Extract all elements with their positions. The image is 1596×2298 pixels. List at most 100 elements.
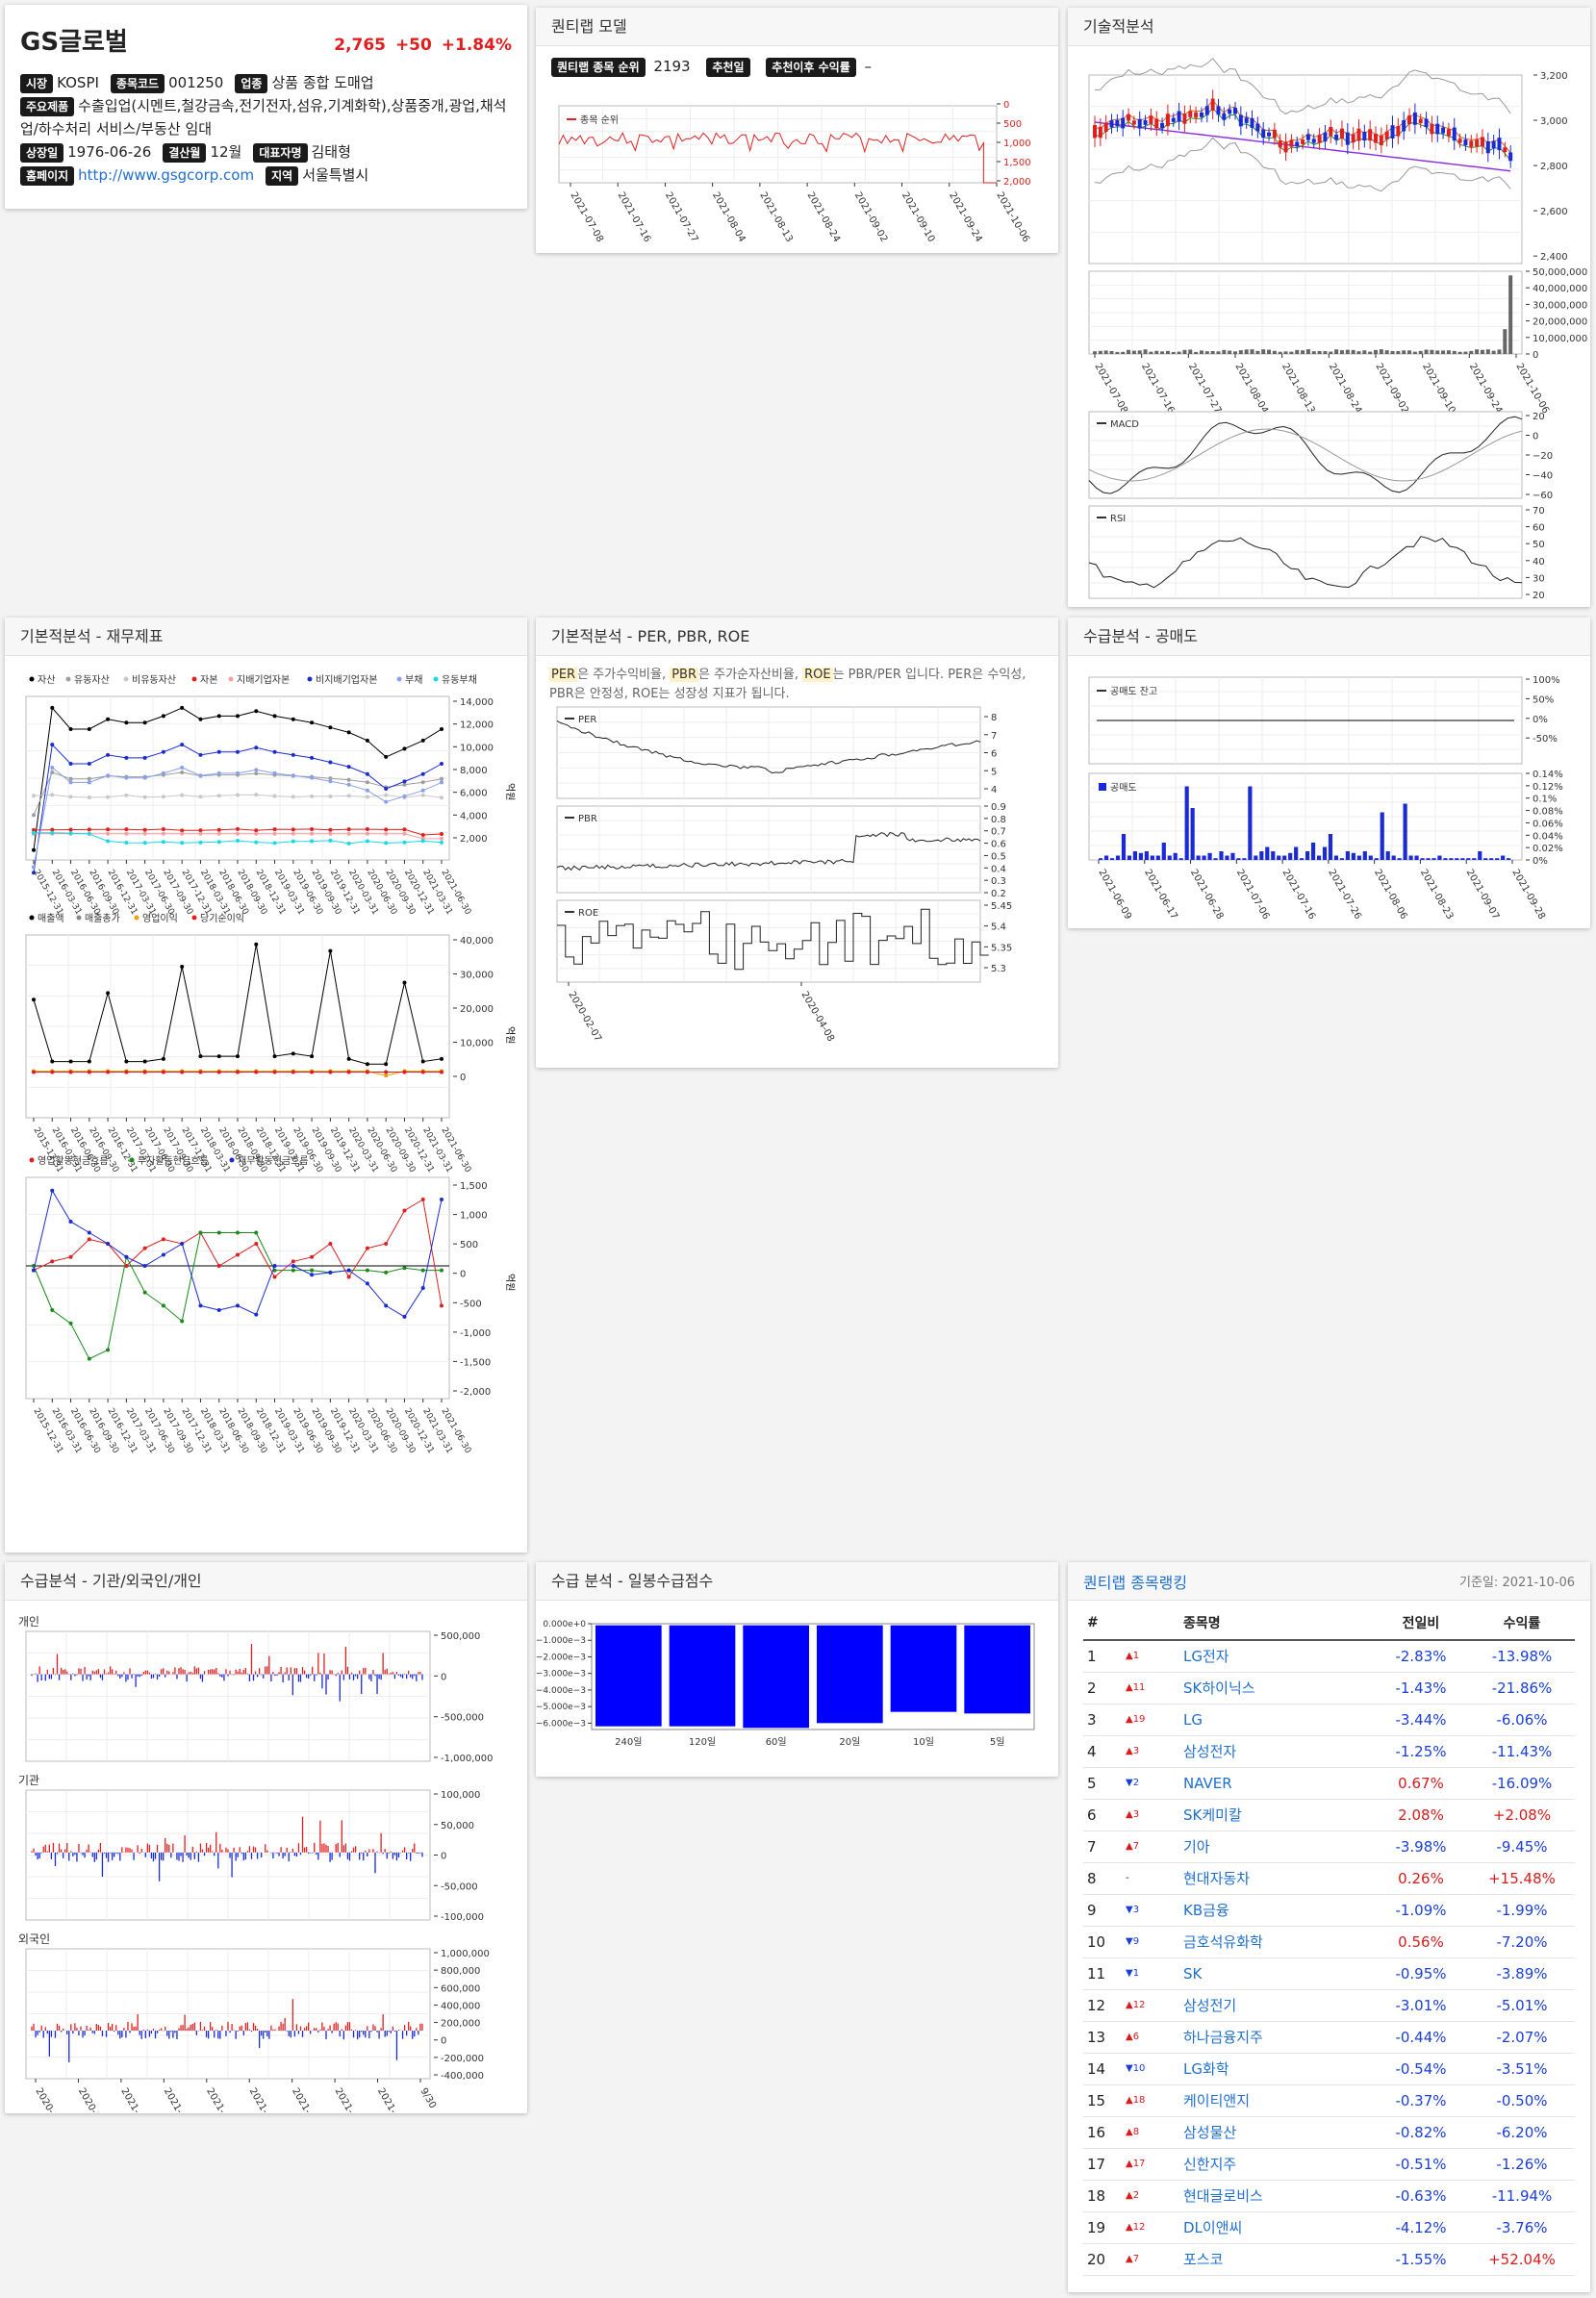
rank-stock-name[interactable]: 삼성전자 [1179, 1735, 1373, 1768]
rank-stock-name[interactable]: 금호석유화학 [1179, 1926, 1373, 1958]
ranking-row[interactable]: 9 ▼3 KB금융 -1.09% -1.99% [1083, 1894, 1575, 1927]
roe-line [557, 908, 989, 971]
rank-move: ▼10 [1122, 2053, 1179, 2085]
ranking-row[interactable]: 13 ▲6 하나금융지주 -0.44% -2.07% [1083, 2021, 1575, 2054]
rank-stock-name[interactable]: 케이티앤지 [1179, 2084, 1373, 2117]
rank-stock-name[interactable]: 하나금융지주 [1179, 2021, 1373, 2054]
candle [1379, 135, 1383, 146]
rank-stock-name[interactable]: LG전자 [1179, 1640, 1373, 1673]
pbr-y-tick: 0.6 [991, 840, 1006, 850]
cf-investing-point [365, 1268, 369, 1273]
ranking-row[interactable]: 16 ▲8 삼성물산 -0.82% -6.20% [1083, 2116, 1575, 2149]
candle [1177, 111, 1181, 122]
rank-move: ▲18 [1122, 2084, 1179, 2117]
rank-stock-name[interactable]: 현대글로비스 [1179, 2180, 1373, 2212]
volume-bar [1480, 349, 1484, 354]
candle [1295, 141, 1300, 147]
rank-stock-name[interactable]: KB금융 [1179, 1894, 1373, 1927]
volume-bar [1497, 349, 1502, 354]
volume-bar [1345, 349, 1350, 354]
info-value: 수출입업(시멘트,철강금속,전기전자,섬유,기계화학),상품중개,광업,채석업/… [20, 97, 507, 138]
ranking-row[interactable]: 11 ▼1 SK -0.95% -3.89% [1083, 1957, 1575, 1990]
ranking-row[interactable]: 4 ▲3 삼성전자 -1.25% -11.43% [1083, 1735, 1575, 1768]
rank-no: 2 [1083, 1672, 1122, 1705]
daily-y-tick-label: −2.000e−3 [536, 1653, 586, 1662]
candle [1475, 139, 1480, 147]
ranking-row[interactable]: 19 ▲12 DL이앤씨 -4.12% -3.76% [1083, 2211, 1575, 2244]
bs-nonparent-point [180, 743, 185, 747]
ranking-row[interactable]: 7 ▲7 기아 -3.98% -9.45% [1083, 1831, 1575, 1863]
bs-parent-equity-point [346, 831, 351, 836]
macd-line [1088, 416, 1523, 494]
ranking-row[interactable]: 10 ▼9 금호석유화학 0.56% -7.20% [1083, 1926, 1575, 1958]
legend-dot [129, 1157, 135, 1163]
rank-stock-name[interactable]: 삼성물산 [1179, 2116, 1373, 2149]
rank-stock-name[interactable]: DL이앤씨 [1179, 2211, 1373, 2244]
rank-return: -0.50% [1469, 2084, 1575, 2117]
ranking-row[interactable]: 1 ▲1 LG전자 -2.83% -13.98% [1083, 1640, 1575, 1673]
bs-liability-point [310, 775, 315, 780]
bs-liability-point [216, 770, 221, 775]
rank-stock-name[interactable]: NAVER [1179, 1767, 1373, 1800]
candle [1199, 112, 1203, 117]
bs-current-asset-point [365, 780, 369, 785]
rank-stock-name[interactable]: SK [1179, 1957, 1373, 1990]
ranking-row[interactable]: 12 ▲12 삼성전기 -3.01% -5.01% [1083, 1989, 1575, 2022]
ranking-row[interactable]: 3 ▲19 LG -3.44% -6.06% [1083, 1704, 1575, 1736]
ranking-row[interactable]: 8- 현대자동차 0.26% +15.48% [1083, 1862, 1575, 1895]
ranking-row[interactable]: 20 ▲7 포스코 -1.55% +52.04% [1083, 2243, 1575, 2276]
cf-financing-point [346, 1268, 351, 1273]
ranking-row[interactable]: 18 ▲2 현대글로비스 -0.63% -11.94% [1083, 2180, 1575, 2212]
rank-stock-name[interactable]: 삼성전기 [1179, 1989, 1373, 2022]
bs-equity-point [50, 827, 55, 832]
bs-noncurrent-point [346, 794, 351, 798]
legend-dot [191, 915, 197, 921]
macd-y-tick: 0 [1533, 432, 1538, 442]
rank-stock-name[interactable]: 현대자동차 [1179, 1862, 1373, 1895]
candle [1267, 132, 1272, 137]
bs-noncurrent-point [142, 795, 147, 799]
cf-financing-point [50, 1188, 55, 1193]
bs-asset-point [365, 738, 369, 743]
bs-asset-point [142, 720, 147, 725]
legend-dot [396, 676, 402, 682]
volume-bar [1154, 350, 1159, 354]
bs-noncurrent-point [272, 794, 277, 798]
is-revenue-point [291, 1051, 295, 1056]
is-legend-label: 매출액 [38, 913, 64, 924]
col-move [1122, 1606, 1179, 1641]
short-x-label: 2021-09-28 [1509, 868, 1547, 922]
cf-financing-point [291, 1264, 295, 1268]
daily-y-tick-label: −1.000e−3 [536, 1636, 586, 1646]
bs-noncurrent-point [50, 793, 55, 797]
quantilab-rank-chart: 종목 순위 0 500 1,000 1,500 2,000 2021-07-08 2021-0… [558, 100, 1031, 244]
rank-stock-name[interactable]: 기아 [1179, 1831, 1373, 1863]
is-net-income-point [272, 1070, 277, 1074]
bs-legend-label: 부채 [405, 674, 422, 686]
ranking-row[interactable]: 17 ▲17 신한지주 -0.51% -1.26% [1083, 2148, 1575, 2181]
rank-stock-name[interactable]: 신한지주 [1179, 2148, 1373, 2181]
short-volume-bar [1310, 843, 1316, 860]
ranking-row[interactable]: 15 ▲18 케이티앤지 -0.37% -0.50% [1083, 2084, 1575, 2117]
candle [1250, 117, 1254, 129]
bs-noncurrent-point [254, 793, 259, 797]
bs-current-liab-point [328, 838, 333, 843]
foreign-y-tick: 0 [441, 2036, 446, 2047]
rank-stock-name[interactable]: 포스코 [1179, 2243, 1373, 2276]
cf-y-tick: -1,500 [460, 1357, 491, 1368]
cf-financing-point [87, 1230, 91, 1235]
bs-nonparent-point [346, 765, 351, 770]
bs-asset-point [106, 717, 111, 721]
rank-stock-name[interactable]: SK하이닉스 [1179, 1672, 1373, 1705]
rank-stock-name[interactable]: SK케미칼 [1179, 1799, 1373, 1831]
homepage-link[interactable]: http://www.gsgcorp.com [78, 166, 255, 184]
short-volume-bar [1328, 834, 1333, 860]
ranking-row[interactable]: 5 ▼2 NAVER 0.67% -16.09% [1083, 1767, 1575, 1800]
rank-stock-name[interactable]: LG화학 [1179, 2053, 1373, 2085]
ranking-row[interactable]: 6 ▲3 SK케미칼 2.08% +2.08% [1083, 1799, 1575, 1831]
rank-stock-name[interactable]: LG [1179, 1704, 1373, 1736]
ranking-row[interactable]: 2 ▲11 SK하이닉스 -1.43% -21.86% [1083, 1672, 1575, 1705]
short-volume-bar [1333, 855, 1339, 860]
ranking-row[interactable]: 14 ▼10 LG화학 -0.54% -3.51% [1083, 2053, 1575, 2085]
candle [1272, 129, 1277, 139]
